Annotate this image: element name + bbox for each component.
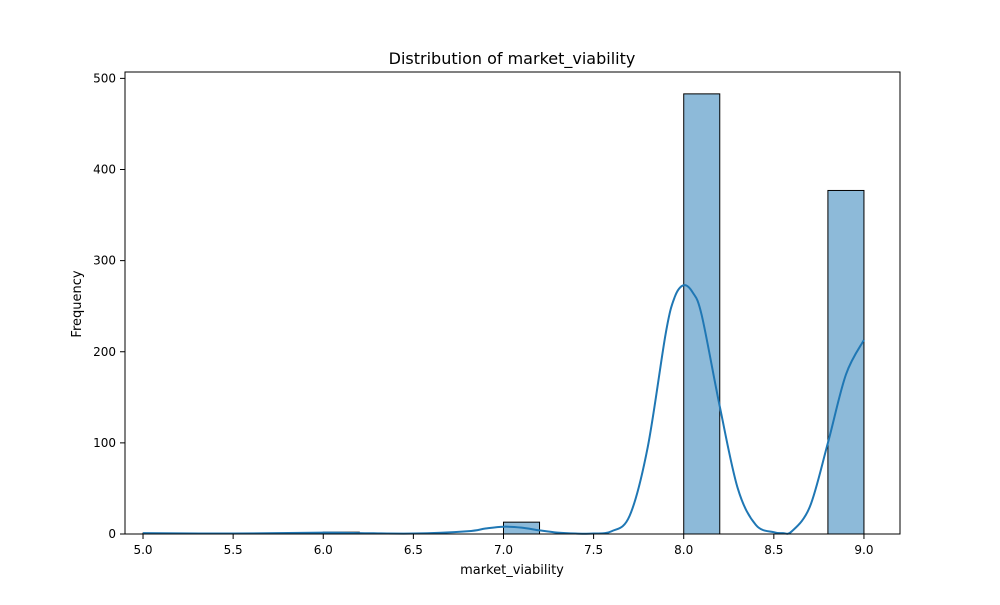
y-tick-label: 500 — [93, 71, 116, 85]
kde-layer — [143, 284, 865, 535]
y-tick-label: 200 — [93, 345, 116, 359]
kde-line — [143, 284, 865, 535]
x-tick-label: 6.5 — [404, 543, 423, 557]
x-tick-label: 7.0 — [494, 543, 513, 557]
x-tick-label: 8.5 — [764, 543, 783, 557]
histogram-bar — [827, 189, 865, 535]
x-tick-label: 6.0 — [314, 543, 333, 557]
x-tick-label: 7.5 — [584, 543, 603, 557]
x-tick-label: 5.0 — [133, 543, 152, 557]
y-tick-label: 400 — [93, 163, 116, 177]
y-tick-label: 300 — [93, 254, 116, 268]
plot-frame — [124, 71, 901, 535]
y-tick-label: 0 — [108, 527, 116, 541]
x-tick-label: 9.0 — [854, 543, 873, 557]
x-tick-label: 5.5 — [224, 543, 243, 557]
chart-title: Distribution of market_viability — [389, 49, 636, 69]
bars-layer — [142, 93, 865, 535]
y-tick-label: 100 — [93, 436, 116, 450]
y-axis-label: Frequency — [70, 270, 85, 337]
x-tick-label: 8.0 — [674, 543, 693, 557]
axes-layer: 5.0 5.5 6.0 6.5 7.0 7.5 8.0 8.5 9.0 0 100 200 300 400… — [93, 71, 901, 557]
x-axis-label: market_viability — [460, 563, 564, 578]
